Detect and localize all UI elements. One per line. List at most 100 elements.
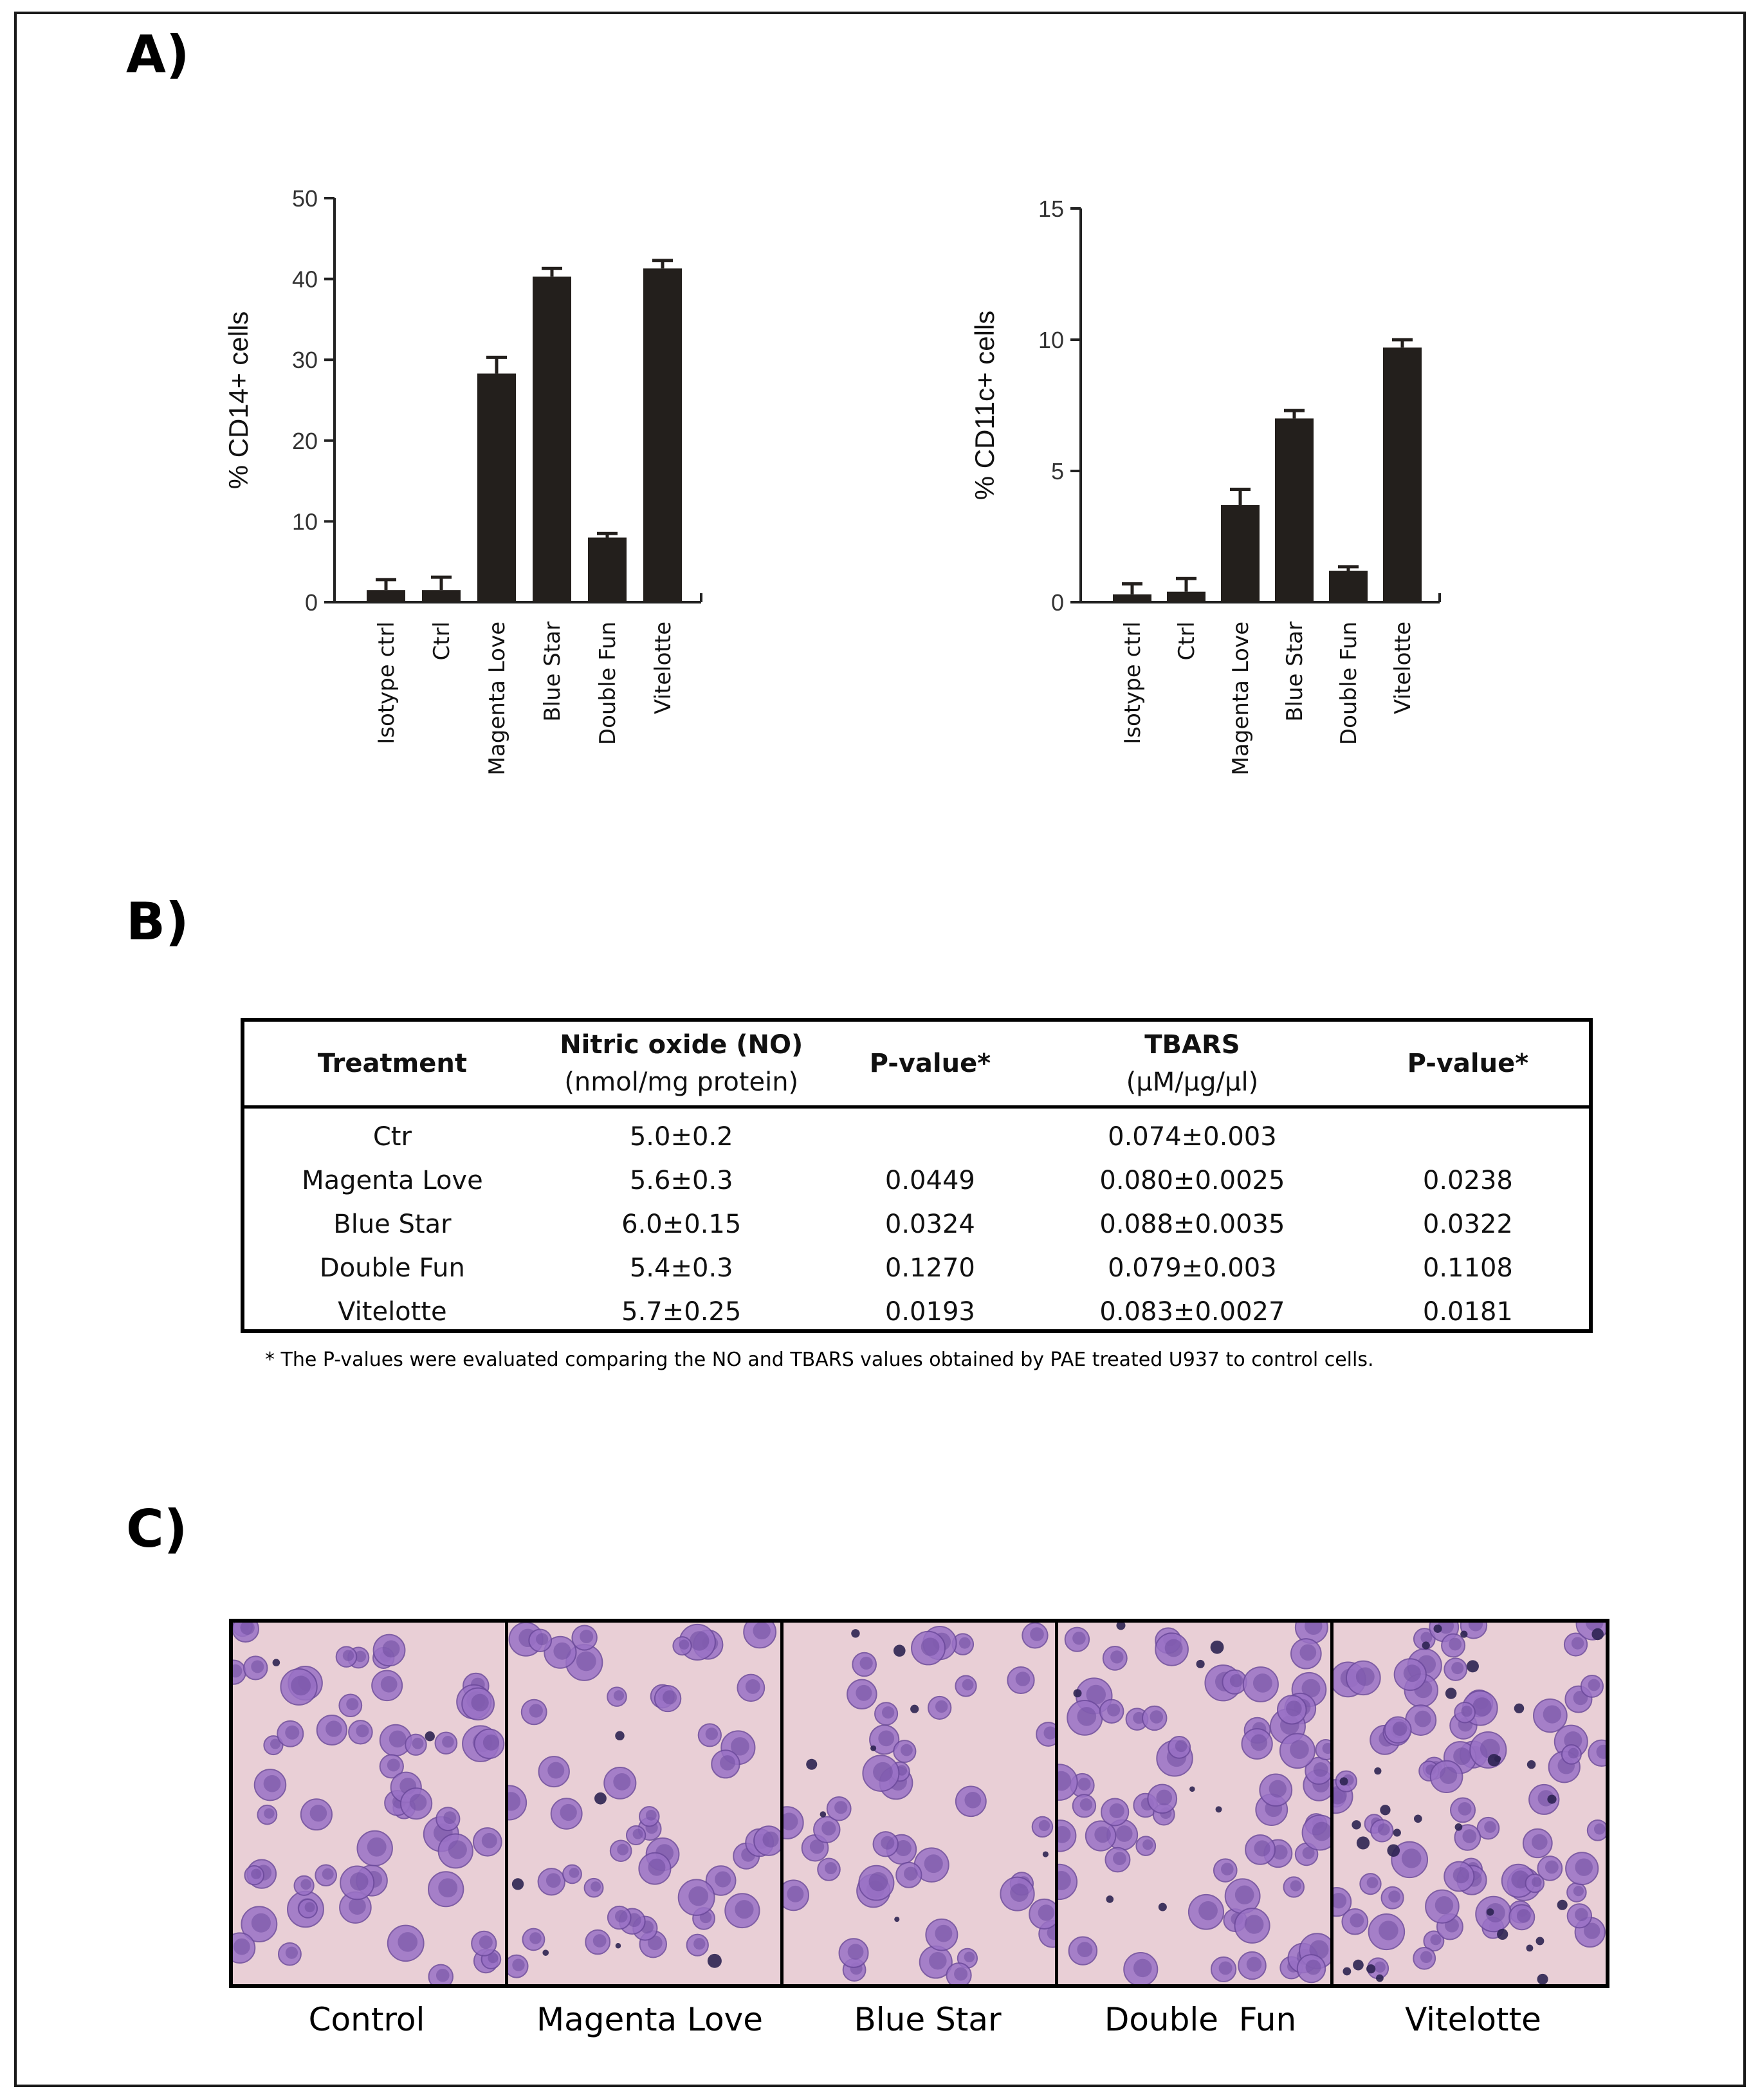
cell-nucleus xyxy=(783,1812,798,1830)
cell-nucleus xyxy=(1251,1734,1268,1751)
table-cell: 0.0324 xyxy=(885,1210,975,1239)
cell-nucleus xyxy=(824,1862,837,1875)
cell-nucleus xyxy=(1485,1902,1505,1922)
header-p-value-tbars: P-value* xyxy=(1346,1022,1589,1109)
category-label: Vitelotte xyxy=(1390,622,1416,714)
cell-nucleus xyxy=(529,1704,543,1718)
cell-nucleus xyxy=(1077,1778,1091,1791)
dark-granule xyxy=(1353,1959,1364,1971)
table-cell: 0.0449 xyxy=(885,1166,975,1195)
caption-double-fun: Double Fun xyxy=(1104,2001,1297,2038)
cell-nucleus xyxy=(322,1868,334,1880)
y-tick-label: 10 xyxy=(292,508,318,535)
category-label: Blue Star xyxy=(540,622,565,722)
cell-nucleus xyxy=(481,1832,497,1848)
cell-nucleus xyxy=(291,1675,311,1696)
cell-nucleus xyxy=(809,1839,824,1854)
cell-nucleus xyxy=(1453,1866,1470,1884)
cell-nucleus xyxy=(1472,1697,1492,1717)
cell-nucleus xyxy=(872,1762,893,1782)
cell-nucleus xyxy=(689,1631,710,1651)
dark-granule xyxy=(1387,1844,1400,1857)
cell-nucleus xyxy=(1453,1747,1471,1765)
dark-granule xyxy=(1393,1828,1402,1837)
dark-granule xyxy=(1211,1640,1224,1654)
cell-nucleus xyxy=(1253,1673,1273,1693)
cell-nucleus xyxy=(569,1868,580,1878)
cell-nucleus xyxy=(1230,1673,1243,1688)
cell-nucleus xyxy=(1029,1627,1044,1641)
table-row: Vitelotte 5.7±0.25 0.0193 0.083±0.0027 0.018… xyxy=(244,1290,1589,1334)
panel-c-label: C) xyxy=(126,1499,188,1559)
cell-nucleus xyxy=(1272,1845,1288,1860)
cell-nucleus xyxy=(529,1932,542,1944)
cell-nucleus xyxy=(679,1639,690,1650)
cell-nucleus xyxy=(251,1868,262,1879)
cell-nucleus xyxy=(443,1811,457,1825)
cell-nucleus xyxy=(1388,1890,1401,1903)
cell-nucleus xyxy=(1366,1877,1379,1888)
micrograph-vitelotte xyxy=(1334,1623,1606,1984)
table-header-row: Treatment Nitric oxide (NO) (nmol/mg prot… xyxy=(244,1022,1589,1109)
table-cell: 0.0238 xyxy=(1422,1166,1513,1195)
table-cell: Magenta Love xyxy=(302,1166,483,1195)
cell-nucleus xyxy=(1462,1829,1477,1843)
table-cell xyxy=(823,1107,1038,1159)
cell-nucleus xyxy=(648,1858,666,1876)
dark-granule xyxy=(1189,1786,1196,1792)
dark-granule xyxy=(1591,1628,1604,1641)
bar xyxy=(1221,505,1260,602)
bar xyxy=(1383,347,1422,602)
table-cell: Ctr xyxy=(372,1122,412,1152)
table-cell: 5.7±0.25 xyxy=(621,1297,742,1327)
category-label: Isotype ctrl xyxy=(374,622,399,744)
cell-nucleus xyxy=(1545,1860,1559,1874)
cell-nucleus xyxy=(264,1808,275,1819)
dark-granule xyxy=(272,1659,280,1666)
category-label: Ctrl xyxy=(1174,622,1200,661)
dark-granule xyxy=(615,1731,625,1741)
cell-nucleus xyxy=(1458,1802,1472,1816)
cell-nucleus xyxy=(1350,1913,1364,1928)
cell-nucleus xyxy=(309,1805,327,1822)
cell-nucleus xyxy=(1290,1880,1302,1892)
bar xyxy=(643,268,682,603)
cell-nucleus xyxy=(693,1938,706,1950)
table-cell: Vitelotte xyxy=(338,1297,447,1327)
category-label: Magenta Love xyxy=(484,622,510,775)
dark-granule xyxy=(1215,1806,1222,1813)
dark-granule xyxy=(1487,1754,1501,1767)
cell-nucleus xyxy=(1511,1870,1530,1889)
cell-nucleus xyxy=(1269,1780,1287,1798)
cell-nucleus xyxy=(482,1734,500,1751)
cell-nucleus xyxy=(1109,1803,1125,1818)
cell-nucleus xyxy=(409,1794,427,1811)
category-label: Vitelotte xyxy=(650,622,676,714)
dark-granule xyxy=(707,1953,722,1968)
cell-nucleus xyxy=(719,1755,735,1771)
cell-nucleus xyxy=(1094,1826,1112,1843)
cell-nucleus xyxy=(545,1873,561,1888)
dark-granule xyxy=(1366,1964,1376,1974)
cell-nucleus xyxy=(1377,1823,1390,1836)
cell-nucleus xyxy=(1379,1920,1398,1940)
bar xyxy=(1275,418,1314,602)
cell-nucleus xyxy=(1290,1740,1310,1760)
cell-nucleus xyxy=(553,1642,571,1660)
cell-nucleus xyxy=(547,1762,565,1779)
table-cell: 0.0193 xyxy=(885,1297,975,1327)
cell-nucleus xyxy=(921,1637,939,1656)
cell-nucleus xyxy=(962,1679,973,1691)
dark-granule xyxy=(1159,1902,1168,1911)
table-cell: 5.4±0.3 xyxy=(629,1253,733,1283)
micrograph-double-fun xyxy=(1058,1623,1334,1984)
cell-nucleus xyxy=(592,1934,607,1948)
dark-granule xyxy=(1380,1805,1391,1816)
bar xyxy=(367,590,405,602)
cell-nucleus xyxy=(1543,1705,1562,1724)
dark-granule xyxy=(1537,1973,1548,1984)
figure-frame xyxy=(14,12,1746,2087)
cell-nucleus xyxy=(488,1953,499,1964)
cell-nucleus xyxy=(387,1758,400,1772)
cell-nucleus xyxy=(1116,1825,1133,1842)
